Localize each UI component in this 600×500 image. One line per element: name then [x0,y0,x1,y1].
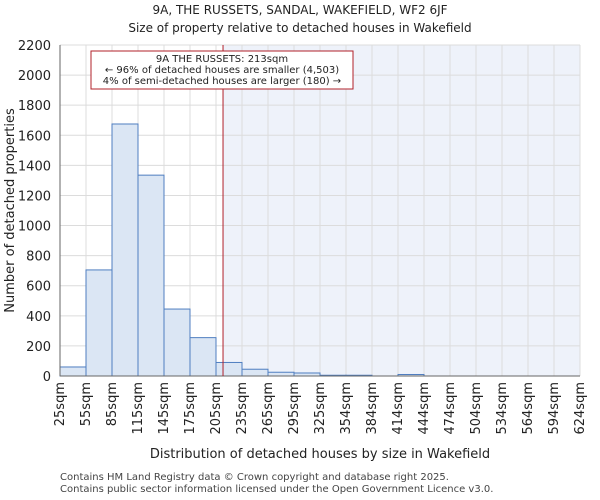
x-tick-label: 145sqm [157,382,172,435]
x-tick-label: 414sqm [391,382,406,435]
x-axis-label: Distribution of detached houses by size … [150,447,490,462]
histogram-bar [59,366,87,377]
annotation-line: ← 96% of detached houses are smaller (4,… [105,65,339,76]
x-tick-label: 25sqm [53,382,68,426]
annotation-box [90,50,354,90]
y-tick-label: 0 [43,370,51,385]
histogram-bar [85,269,113,377]
footer-licence: Contains public sector information licen… [60,484,494,495]
histogram-bar [241,368,269,377]
x-tick-label: 205sqm [209,382,224,435]
x-tick-label: 624sqm [573,382,588,435]
y-tick-label: 600 [26,280,51,295]
y-tick-label: 1200 [18,189,51,204]
annotation-line: 9A THE RUSSETS: 213sqm [156,54,288,65]
histogram-bar [215,361,243,377]
histogram-bar [267,371,295,377]
x-tick-label: 175sqm [183,382,198,435]
x-tick-label: 325sqm [313,382,328,435]
x-tick-label: 85sqm [105,382,120,426]
y-tick-label: 1000 [18,220,51,235]
histogram-bar [111,123,139,377]
y-tick-label: 400 [26,310,51,325]
x-tick-label: 594sqm [547,382,562,435]
y-tick-label: 1600 [18,129,51,144]
chart-subtitle: Size of property relative to detached ho… [128,21,472,35]
x-tick-label: 444sqm [417,382,432,435]
x-tick-label: 235sqm [235,382,250,435]
histogram-bar [137,174,165,377]
y-tick-label: 200 [26,340,51,355]
shaded-region [223,45,580,376]
x-tick-label: 564sqm [521,382,536,435]
chart-title: 9A, THE RUSSETS, SANDAL, WAKEFIELD, WF2 … [152,3,448,17]
x-tick-label: 295sqm [287,382,302,435]
footer-copyright: Contains HM Land Registry data © Crown c… [60,472,449,483]
histogram-bar [189,337,217,377]
x-tick-label: 115sqm [131,382,146,435]
y-tick-label: 1400 [18,159,51,174]
x-tick-label: 354sqm [339,382,354,435]
x-tick-label: 504sqm [469,382,484,435]
x-tick-label: 474sqm [443,382,458,435]
y-tick-label: 800 [26,250,51,265]
x-tick-label: 384sqm [365,382,380,435]
y-tick-label: 2000 [18,69,51,84]
y-tick-label: 1800 [18,99,51,114]
y-tick-label: 2200 [18,39,51,54]
x-tick-label: 55sqm [79,382,94,426]
annotation-line: 4% of semi-detached houses are larger (1… [103,76,341,87]
histogram-bar [163,308,191,377]
x-tick-label: 534sqm [495,382,510,435]
y-axis-label: Number of detached properties [3,108,18,313]
x-tick-label: 265sqm [261,382,276,435]
